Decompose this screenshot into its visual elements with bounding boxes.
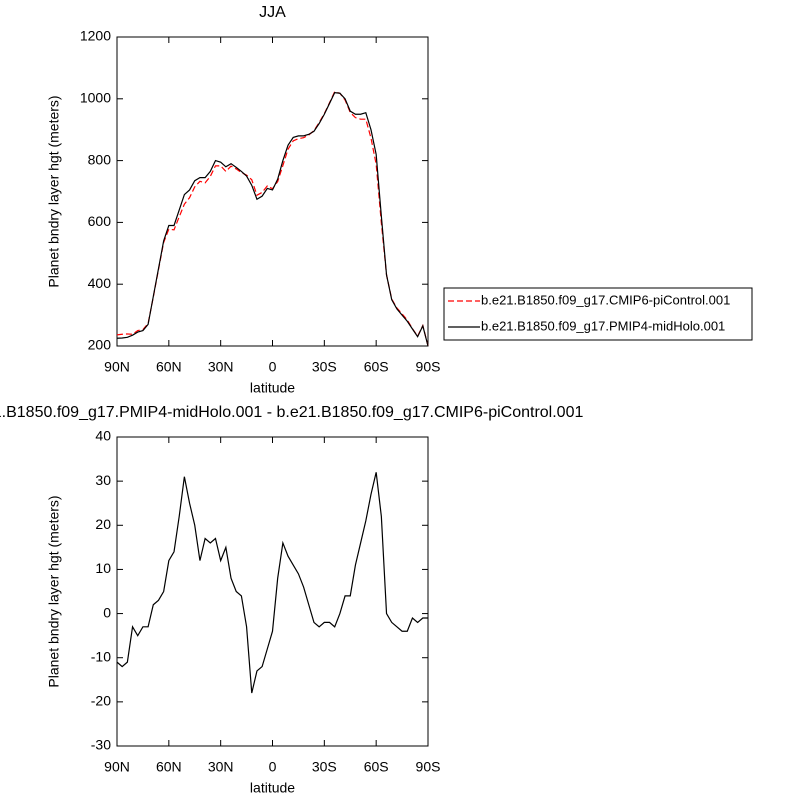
y-tick-label: 1200 [80,28,111,44]
x-tick-label: 30S [312,359,337,375]
x-tick-label: 60S [364,759,389,775]
x-tick-label: 60N [156,759,182,775]
plot-frame [116,36,429,347]
y-tick-label: -30 [91,737,111,753]
y-tick-label: 20 [95,516,111,532]
x-tick-label: 30N [208,359,234,375]
x-tick-label: 90S [416,359,441,375]
x-tick-label: 30N [208,759,234,775]
x-axis-label: latitude [250,380,295,396]
legend-label: b.e21.B1850.f09_g17.PMIP4-midHolo.001 [481,318,725,333]
y-tick-label: -20 [91,693,111,709]
x-tick-label: 90S [416,759,441,775]
y-axis-label: Planet bndry layer hgt (meters) [46,95,62,287]
x-tick-label: 90N [104,359,130,375]
y-tick-label: 0 [103,604,111,620]
x-tick-label: 30S [312,759,337,775]
legend-box [443,287,753,341]
x-tick-label: 0 [269,759,277,775]
chart-title: b.e21.B1850.f09_g17.PMIP4-midHolo.001 - … [0,404,583,421]
x-tick-label: 60N [156,359,182,375]
y-tick-label: 200 [88,337,112,353]
y-tick-label: 400 [88,275,112,291]
series-line [116,91,429,347]
y-axis-label: Planet bndry layer hgt (meters) [46,495,62,687]
y-tick-label: 800 [88,151,112,167]
legend-label: b.e21.B1850.f09_g17.CMIP6-piControl.001 [481,292,730,307]
x-axis-label: latitude [250,780,295,796]
y-tick-label: 40 [95,428,111,444]
x-tick-label: 90N [104,759,130,775]
y-tick-label: 30 [95,472,111,488]
y-tick-label: 1000 [80,90,111,106]
x-tick-label: 0 [269,359,277,375]
x-tick-label: 60S [364,359,389,375]
y-tick-label: -10 [91,648,111,664]
chart-title: JJA [259,4,286,21]
y-tick-label: 600 [88,213,112,229]
data-line [116,472,428,694]
y-tick-label: 10 [95,560,111,576]
